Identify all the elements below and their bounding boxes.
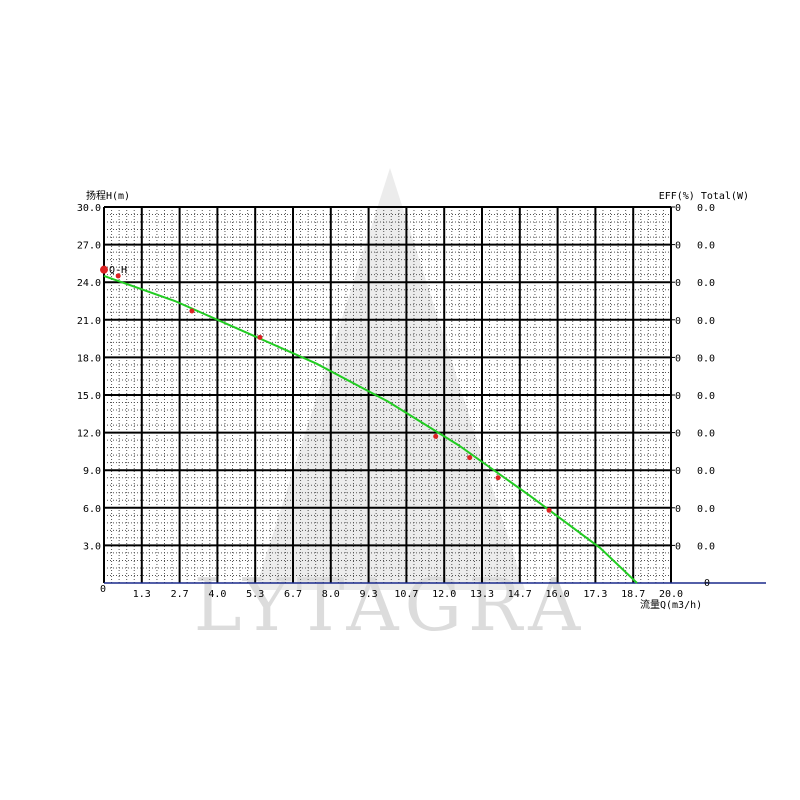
x-origin-label: 0 [100,584,106,595]
total-tick-label: 0.0 [697,278,715,289]
eff-tick-label: 0 [675,466,681,477]
eff-tick-label: 0 [675,353,681,364]
right-origin-label: 0 [704,578,710,589]
eff-tick-label: 0 [675,541,681,552]
x-tick-label: 9.3 [360,589,378,600]
x-tick-label: 17.3 [583,589,607,600]
grid-major [103,206,675,583]
tick-labels: 1.3 2.7 4.0 5.3 6.7 8.0 9.3 10.7 12.0 13.3 14.7 16.… [77,203,715,600]
y-tick-label: 21.0 [77,316,101,327]
x-tick-label: 10.7 [394,589,418,600]
measured-points [100,265,552,513]
x-tick-label: 18.7 [621,589,645,600]
y-tick-label: 3.0 [83,541,101,552]
eff-tick-label: 0 [675,391,681,402]
y-tick-label: 12.0 [77,429,101,440]
watermark: LYTAGRA [194,168,587,647]
measured-point [546,507,552,513]
eff-tick-label: 0 [675,203,681,214]
measured-point [115,273,121,279]
measured-point [467,455,473,461]
x-tick-label: 6.7 [284,589,302,600]
eff-tick-label: 0 [675,241,681,252]
eff-tick-label: 0 [675,278,681,289]
x-tick-label: 4.0 [208,589,226,600]
curve-layer [103,274,638,584]
total-tick-label: 0.0 [697,541,715,552]
curve-label: Q-H [109,265,127,276]
x-tick-label: 20.0 [659,589,683,600]
y-tick-label: 30.0 [77,203,101,214]
watermark-text: LYTAGRA [194,563,587,647]
measured-point [257,334,263,340]
total-tick-label: 0.0 [697,353,715,364]
x-tick-label: 12.0 [432,589,456,600]
y-tick-label: 27.0 [77,241,101,252]
eff-tick-label: 0 [675,429,681,440]
eff-tick-label: 0 [675,316,681,327]
x-tick-label: 2.7 [171,589,189,600]
measured-point [495,475,501,481]
x-axis-title: 流量Q(m3/h) [640,598,702,611]
total-tick-label: 0.0 [697,316,715,327]
x-tick-label: 16.0 [546,589,570,600]
total-tick-label: 0.0 [697,203,715,214]
y-tick-label: 24.0 [77,278,101,289]
total-tick-label: 0.0 [697,391,715,402]
y-tick-label: 15.0 [77,391,101,402]
measured-point [100,265,108,274]
x-tick-label: 14.7 [508,589,532,600]
series-line-q-h [103,274,638,584]
total-tick-label: 0.0 [697,429,715,440]
watermark-triangle [255,168,525,590]
measured-point [189,308,195,314]
total-tick-label: 0.0 [697,241,715,252]
eff-tick-label: 0 [675,504,681,515]
y-tick-label: 18.0 [77,353,101,364]
total-tick-label: 0.0 [697,466,715,477]
measured-point [433,433,439,439]
y-tick-label: 9.0 [83,466,101,477]
right-axis-title: EFF(%) Total(W) [659,191,749,202]
x-tick-label: 13.3 [470,589,494,600]
total-tick-label: 0.0 [697,504,715,515]
x-tick-label: 8.0 [322,589,340,600]
x-tick-label: 1.3 [133,589,151,600]
x-tick-label: 5.3 [246,589,264,600]
left-axis-title: 扬程H(m) [86,189,130,202]
y-tick-label: 6.0 [83,504,101,515]
